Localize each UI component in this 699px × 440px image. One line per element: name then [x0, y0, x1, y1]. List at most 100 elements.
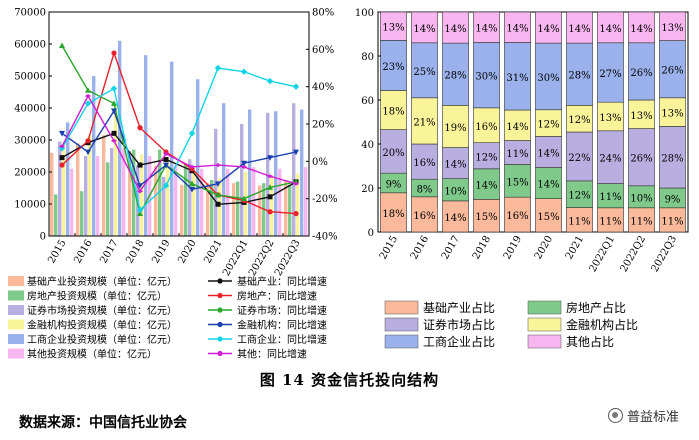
stack-label-realestate_bar-2017: 10%	[444, 186, 466, 197]
stack-label-securities_bar-2019: 11%	[506, 149, 528, 160]
stack-label-corp_bar-2022Q3: 26%	[661, 66, 683, 77]
line-point-base_line-2021	[215, 201, 221, 207]
bar-corp_bar-2017	[118, 40, 122, 236]
stack-label-securities_bar-2021: 22%	[568, 153, 590, 164]
stack-label-finance_bar-2022Q2: 13%	[630, 111, 652, 122]
stack-seg-finance_bar-2016	[411, 97, 438, 145]
line-point-securities_line-2021	[215, 191, 221, 198]
right-legend-swatch-finance_bar	[527, 317, 562, 332]
line-point-corp_line-2020	[188, 130, 196, 137]
watermark-text: 普益标准	[627, 410, 680, 425]
stack-seg-other_bar-2022Q2	[628, 11, 655, 44]
left-combo-chart: 0 10000 20000 30000 40000 50000 60000 70000 -40%…	[8, 8, 338, 361]
line-point-other_line-2018	[137, 189, 143, 194]
stack-label-realestate_bar-2016: 8%	[417, 185, 433, 196]
stack-label-corp_bar-2015: 23%	[382, 62, 404, 73]
bar-other_bar-2022Q1	[252, 167, 256, 236]
left-y-tick-label: 40000	[14, 104, 46, 115]
stack-label-finance_bar-2020: 12%	[537, 120, 559, 131]
line-point-finance_line-2017	[111, 108, 117, 115]
stack-label-finance_bar-2016: 21%	[413, 117, 435, 128]
line-point-base_line-2022Q2	[267, 194, 273, 200]
right-y-tick-label: 20	[361, 184, 374, 195]
right-y-tick-label: 40	[361, 140, 374, 151]
bar-other_bar-2022Q3	[304, 167, 308, 236]
stack-seg-corp_bar-2018	[473, 42, 500, 109]
line-point-base_line-2017	[111, 130, 117, 136]
stack-label-corp_bar-2022Q2: 26%	[630, 68, 652, 79]
bar-base_bar-2016	[76, 143, 80, 236]
line-point-securities_line-2017	[111, 100, 117, 106]
stack-label-other_bar-2022Q2: 14%	[630, 24, 652, 35]
stack-seg-finance_bar-2021	[566, 105, 593, 133]
stack-seg-realestate_bar-2018	[473, 168, 500, 200]
bar-securities_bar-2015	[58, 141, 62, 236]
legend-label-realestate_bar: 房地产投资规模（单位：亿元）	[27, 290, 167, 303]
line-point-finance_line-2019	[163, 162, 169, 169]
line-point-corp_line-2022Q3	[292, 83, 300, 90]
stack-seg-finance_bar-2018	[473, 107, 500, 143]
stack-label-realestate_bar-2021: 12%	[568, 191, 590, 202]
line-securities_line	[61, 45, 297, 216]
legend-swatch-realestate_bar	[8, 290, 24, 301]
legend-label-corp_bar: 工商企业投资规模（单位：亿元）	[27, 333, 177, 346]
legend-label-realestate_line: 房地产：同比增速	[237, 290, 317, 303]
stack-label-corp_bar-2018: 30%	[475, 72, 497, 83]
legend-marker-corp_line	[217, 336, 223, 342]
bar-corp_bar-2015	[66, 122, 70, 236]
bar-base_bar-2022Q2	[258, 185, 262, 236]
stack-label-corp_bar-2016: 25%	[413, 67, 435, 78]
stack-label-base_bar-2015: 18%	[382, 209, 404, 220]
legend-marker-realestate_line	[217, 292, 223, 299]
right-legend-label-finance_bar: 金融机构占比	[566, 317, 638, 332]
stack-label-base_bar-2022Q1: 11%	[599, 216, 621, 227]
bar-realestate_bar-2022Q3	[288, 184, 292, 236]
right-y-tick-label: 80	[361, 52, 374, 63]
stack-label-realestate_bar-2019: 15%	[506, 177, 528, 188]
stack-seg-corp_bar-2020	[535, 42, 562, 111]
left-y2-tick-label: -20%	[312, 194, 338, 205]
bar-base_bar-2017	[102, 135, 106, 236]
bar-realestate_bar-2018	[132, 149, 136, 236]
left-y-tick-label: 0	[40, 232, 46, 243]
line-point-finance_line-2022Q2	[267, 155, 273, 161]
line-point-other_line-2020	[189, 164, 195, 169]
bar-finance_bar-2017	[114, 104, 118, 236]
bar-finance_bar-2022Q3	[296, 173, 300, 236]
stack-label-securities_bar-2018: 12%	[475, 152, 497, 163]
bar-finance_bar-2022Q2	[270, 175, 274, 236]
legend-label-other_line: 其他：同比增速	[237, 348, 307, 361]
line-point-finance_line-2020	[189, 186, 195, 193]
line-point-corp_line-2018	[136, 206, 144, 214]
right-legend-label-other_bar: 其他占比	[566, 334, 614, 349]
stack-label-finance_bar-2019: 14%	[506, 122, 528, 133]
bar-corp_bar-2022Q3	[300, 109, 304, 236]
right-x-tick-label: 2016	[409, 234, 431, 262]
right-x-tick-label: 2022Q1	[588, 234, 618, 274]
line-point-other_line-2022Q1	[241, 164, 247, 169]
legend-marker-base_line	[217, 278, 223, 284]
line-point-finance_line-2015	[59, 130, 65, 137]
stack-label-other_bar-2020: 14%	[537, 24, 559, 35]
line-point-securities_line-2018	[137, 210, 143, 216]
stack-label-base_bar-2022Q3: 11%	[661, 216, 683, 227]
stack-seg-corp_bar-2015	[380, 40, 407, 91]
left-y-tick-label: 70000	[14, 8, 46, 19]
bar-other_bar-2022Q2	[278, 168, 282, 236]
right-plot-frame	[377, 11, 689, 233]
left-y-tick-label: 50000	[14, 72, 46, 83]
stack-seg-other_bar-2016	[411, 11, 438, 44]
stack-seg-corp_bar-2021	[566, 42, 593, 106]
right-legend-swatch-realestate_bar	[527, 300, 562, 315]
stack-label-other_bar-2017: 14%	[444, 24, 466, 35]
figure-caption: 图 14 资金信托投向结构	[259, 371, 440, 389]
line-point-securities_line-2015	[59, 42, 65, 48]
line-point-other_line-2017	[111, 138, 117, 143]
bar-securities_bar-2020	[188, 159, 192, 236]
stack-seg-other_bar-2019	[504, 11, 531, 43]
stack-seg-corp_bar-2016	[411, 42, 438, 99]
line-point-finance_line-2022Q1	[241, 160, 247, 167]
stack-seg-realestate_bar-2021	[566, 180, 593, 208]
stack-seg-securities_bar-2022Q3	[659, 126, 686, 189]
line-point-finance_line-2016	[85, 149, 91, 156]
